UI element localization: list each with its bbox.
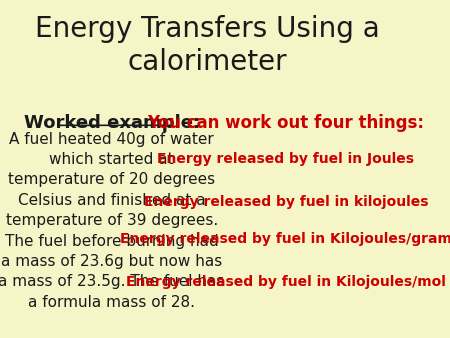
Text: Energy Transfers Using a
calorimeter: Energy Transfers Using a calorimeter (35, 16, 380, 76)
Text: Energy released by fuel in kilojoules: Energy released by fuel in kilojoules (144, 195, 428, 209)
Text: You can work out four things:: You can work out four things: (148, 115, 424, 132)
Text: Worked example:: Worked example: (23, 115, 200, 132)
Text: Energy released by fuel in Joules: Energy released by fuel in Joules (158, 152, 414, 166)
Text: Energy released by fuel in Kilojoules/mol: Energy released by fuel in Kilojoules/mo… (126, 275, 446, 289)
Text: A fuel heated 40g of water
which started at
temperature of 20 degrees
Celsius an: A fuel heated 40g of water which started… (0, 131, 225, 310)
Text: Energy released by fuel in Kilojoules/gram: Energy released by fuel in Kilojoules/gr… (120, 232, 450, 246)
